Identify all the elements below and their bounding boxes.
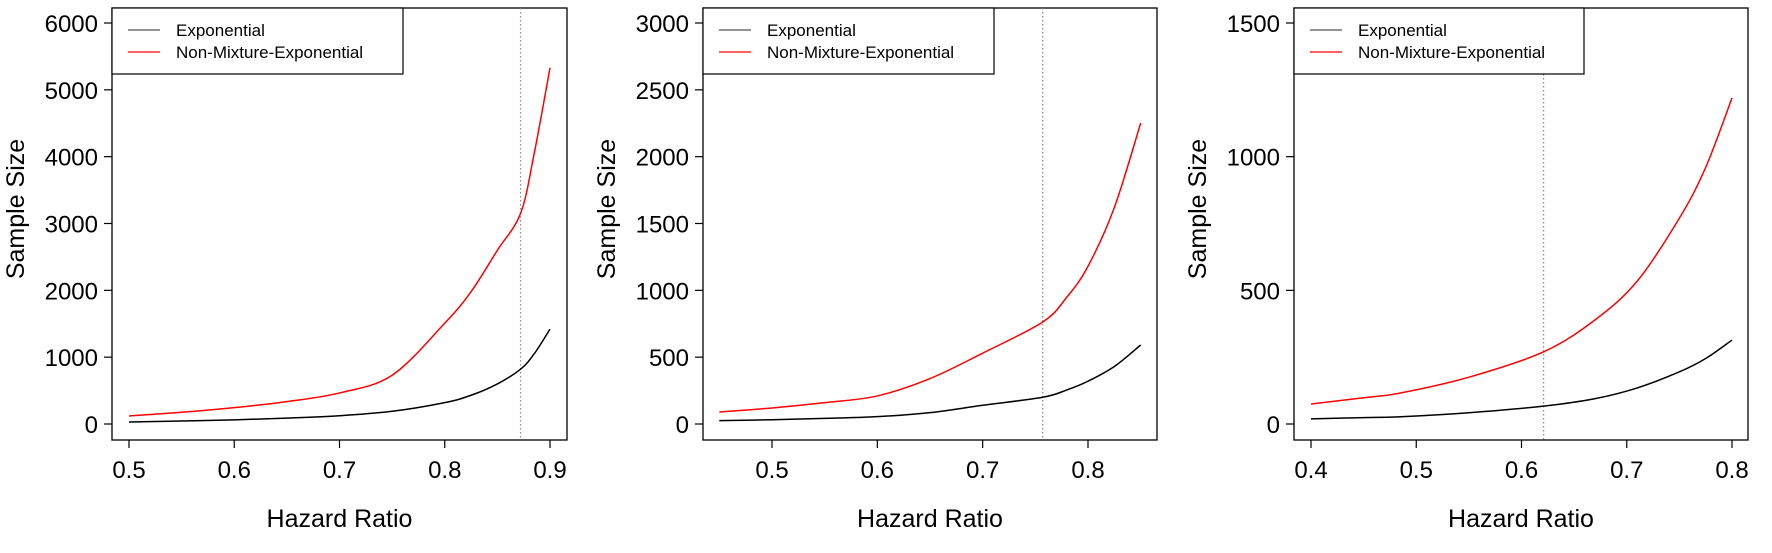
legend: Exponential Non-Mixture-Exponential (111, 7, 404, 75)
chart-panel-3: 0 500 1000 1500 0.4 0.5 0.6 0.7 0.8 Hazard Ratio S… (1184, 7, 1749, 533)
x-tick-label: 0.5 (755, 457, 788, 484)
series-line-non-mixture-exponential (719, 122, 1142, 413)
x-tick-label: 0.6 (861, 457, 894, 484)
y-tick-label: 4000 (45, 145, 98, 172)
series-line-non-mixture-exponential (128, 67, 551, 417)
chart-panel-2: 0 500 1000 1500 2000 2500 3000 0.5 0.6 0.7 0.8 Haza… (593, 7, 1158, 533)
y-tick-label: 0 (676, 412, 689, 439)
x-tick-label: 0.5 (1400, 457, 1433, 484)
y-tick-label: 5000 (45, 78, 98, 105)
legend-label: Exponential (176, 21, 265, 40)
x-axis-title: Hazard Ratio (857, 505, 1003, 533)
y-tick-label: 1000 (1227, 145, 1280, 172)
legend: Exponential Non-Mixture-Exponential (702, 7, 995, 75)
x-tick-label: 0.5 (112, 457, 145, 484)
y-axis: 0 1000 2000 3000 4000 5000 6000 (45, 11, 112, 439)
legend-label: Exponential (1358, 21, 1447, 40)
series-line-exponential (1310, 339, 1733, 420)
x-tick-label: 0.8 (1071, 457, 1104, 484)
x-tick-label: 0.7 (1610, 457, 1643, 484)
x-tick-label: 0.7 (323, 457, 356, 484)
y-tick-label: 2000 (45, 278, 98, 305)
x-tick-label: 0.6 (1505, 457, 1538, 484)
x-axis: 0.5 0.6 0.7 0.8 0.9 (112, 440, 567, 484)
y-tick-label: 3000 (45, 212, 98, 239)
x-tick-label: 0.4 (1294, 457, 1327, 484)
y-tick-label: 2000 (636, 145, 689, 172)
x-tick-label: 0.7 (966, 457, 999, 484)
y-tick-label: 3000 (636, 11, 689, 38)
y-tick-label: 1500 (1227, 11, 1280, 38)
y-tick-label: 0 (85, 412, 98, 439)
y-tick-label: 500 (1240, 278, 1280, 305)
legend-label: Non-Mixture-Exponential (1358, 43, 1545, 62)
legend-box (702, 7, 995, 75)
x-axis: 0.5 0.6 0.7 0.8 (755, 440, 1105, 484)
y-tick-label: 1000 (636, 278, 689, 305)
x-axis-title: Hazard Ratio (1448, 505, 1594, 533)
y-tick-label: 500 (649, 345, 689, 372)
chart-panel-1: 0 1000 2000 3000 4000 5000 6000 0.5 0.6 0.7 0.8 0.9… (2, 7, 568, 533)
x-axis: 0.4 0.5 0.6 0.7 0.8 (1294, 440, 1749, 484)
legend-box (1293, 7, 1585, 75)
y-tick-label: 2500 (636, 78, 689, 105)
x-tick-label: 0.9 (533, 457, 566, 484)
legend-label: Non-Mixture-Exponential (767, 43, 954, 62)
series-line-exponential (719, 344, 1142, 422)
legend-label: Exponential (767, 21, 856, 40)
y-tick-label: 1500 (636, 212, 689, 239)
x-tick-label: 0.6 (218, 457, 251, 484)
y-axis-title: Sample Size (593, 139, 621, 279)
legend: Exponential Non-Mixture-Exponential (1293, 7, 1585, 75)
legend-label: Non-Mixture-Exponential (176, 43, 363, 62)
series-line-non-mixture-exponential (1310, 97, 1733, 405)
x-tick-label: 0.8 (428, 457, 461, 484)
legend-box (111, 7, 404, 75)
y-tick-label: 1000 (45, 345, 98, 372)
x-axis-title: Hazard Ratio (267, 505, 413, 533)
y-axis: 0 500 1000 1500 (1227, 11, 1294, 439)
y-tick-label: 6000 (45, 11, 98, 38)
y-axis-title: Sample Size (1184, 139, 1212, 279)
y-tick-label: 0 (1267, 412, 1280, 439)
x-tick-label: 0.8 (1715, 457, 1748, 484)
y-axis: 0 500 1000 1500 2000 2500 3000 (636, 11, 703, 439)
series-line-exponential (128, 328, 551, 423)
y-axis-title: Sample Size (2, 139, 30, 279)
